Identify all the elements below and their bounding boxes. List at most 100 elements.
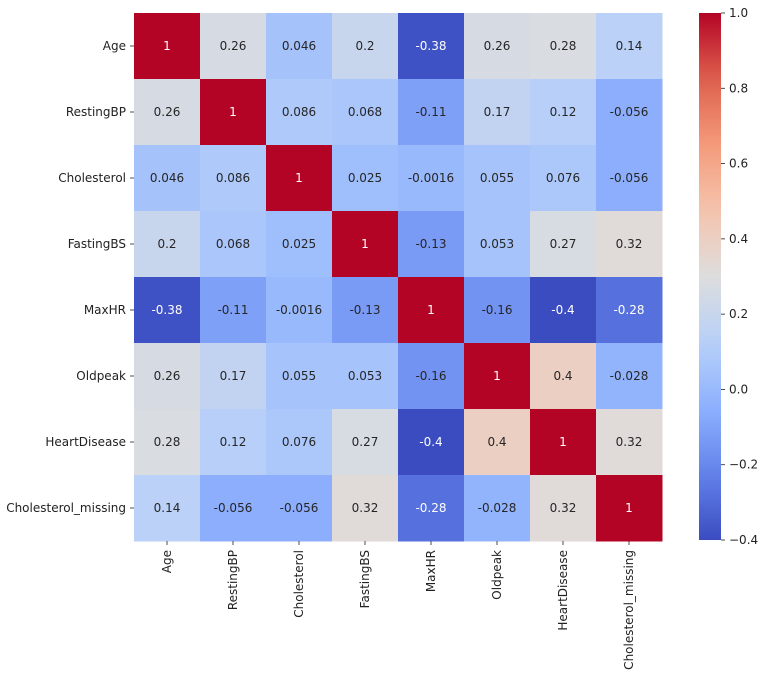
heatmap-cell [596,79,663,146]
heatmap-cell-value: 0.086 [216,171,250,185]
heatmap-cell-value: -0.0016 [408,171,454,185]
row-tick-label: Cholesterol [58,171,126,185]
heatmap-cell [200,277,267,344]
heatmap-cell [464,211,531,278]
heatmap-cell [464,79,531,146]
heatmap-cell-value: 0.28 [154,435,181,449]
heatmap-cell-value: 0.025 [282,237,316,251]
heatmap-cell [332,79,399,146]
heatmap-cell-value: 0.055 [282,369,316,383]
heatmap-cell [200,79,267,146]
column-tick-label: FastingBS [358,550,372,608]
heatmap-cell [332,13,399,80]
heatmap-cell [134,145,201,212]
colorbar-tick-label: 1.0 [729,6,748,20]
heatmap-cell-value: 1 [427,303,435,317]
heatmap-cell [464,475,531,542]
row-tick-label: HeartDisease [45,435,126,449]
row-tick-label: Age [103,39,126,53]
heatmap-cell [332,145,399,212]
heatmap-cell-value: 0.4 [487,435,506,449]
heatmap-cell-value: 0.27 [550,237,577,251]
heatmap-cell-value: 0.068 [348,105,382,119]
heatmap-cell [134,79,201,146]
heatmap-cell [464,13,531,80]
heatmap-cell-value: -0.056 [610,171,649,185]
heatmap-cell-value: -0.056 [610,105,649,119]
heatmap-cell [398,343,465,410]
heatmap-cell [200,145,267,212]
colorbar-tick-label: 0.0 [729,382,748,396]
heatmap-cell [266,13,333,80]
heatmap-cell-value: -0.0016 [276,303,322,317]
heatmap-cell-value: 0.17 [484,105,511,119]
heatmap-cell-value: 0.27 [352,435,379,449]
heatmap-cell-value: 0.28 [550,39,577,53]
heatmap-cell [134,13,201,80]
heatmap-cell [596,145,663,212]
heatmap-cell-value: 0.055 [480,171,514,185]
heatmap-cell-value: 0.17 [220,369,247,383]
colorbar-tick-label: 0.6 [729,157,748,171]
heatmap-cell [266,409,333,476]
heatmap-cell-value: -0.028 [610,369,649,383]
heatmap-cell-value: 0.26 [220,39,247,53]
row-tick-label: MaxHR [84,303,126,317]
heatmap-cell-value: 0.4 [553,369,572,383]
heatmap-cells [134,13,663,542]
row-tick-labels: Age RestingBP Cholesterol FastingBS MaxHR Old… [6,39,134,515]
heatmap-cell-value: 0.076 [282,435,316,449]
heatmap-cell [596,343,663,410]
heatmap-cell-value: 0.2 [157,237,176,251]
heatmap-cell [266,79,333,146]
heatmap-cell [134,475,201,542]
heatmap-cell [530,409,597,476]
heatmap-cell [530,277,597,344]
heatmap-cell [398,475,465,542]
row-tick-label: Oldpeak [76,369,126,383]
heatmap-cell [596,475,663,542]
heatmap-cell-value: 0.068 [216,237,250,251]
heatmap-cell [200,409,267,476]
column-tick-label: Oldpeak [490,550,504,600]
heatmap-cell-value: 0.32 [550,501,577,515]
heatmap-cell-value: 0.32 [352,501,379,515]
heatmap-cell [266,343,333,410]
heatmap-cell-value: -0.028 [478,501,517,515]
heatmap-cell-value: 0.32 [616,435,643,449]
heatmap-cell-value: 0.025 [348,171,382,185]
column-tick-label: RestingBP [226,550,240,610]
heatmap-cell [398,145,465,212]
heatmap-cell-value: -0.4 [419,435,442,449]
heatmap-cell-value: 0.2 [355,39,374,53]
heatmap-cell [266,145,333,212]
heatmap-cell-value: 0.046 [282,39,316,53]
heatmap-cell [530,13,597,80]
heatmap-cell-value: -0.28 [613,303,644,317]
heatmap-cell [266,211,333,278]
colorbar: −0.4 −0.2 0.0 0.2 0.4 0.6 0.8 1.0 [699,6,758,547]
heatmap-cell [398,13,465,80]
heatmap-cell-value: -0.16 [481,303,512,317]
colorbar-tick-label: 0.4 [729,232,748,246]
heatmap-cell [134,277,201,344]
column-tick-label: Cholesterol [292,550,306,618]
heatmap-cell-value: 0.26 [484,39,511,53]
heatmap-cell [464,277,531,344]
heatmap-cell [530,145,597,212]
heatmap-cell [398,211,465,278]
heatmap-cell [596,277,663,344]
heatmap-cell [200,13,267,80]
heatmap-cell-value: -0.13 [349,303,380,317]
heatmap-cell-value: 1 [229,105,237,119]
heatmap-cell [464,145,531,212]
column-tick-label: HeartDisease [556,550,570,631]
colorbar-tick-label: 0.2 [729,307,748,321]
row-tick-label: Cholesterol_missing [6,501,126,515]
heatmap-cell [332,211,399,278]
heatmap-cell [596,13,663,80]
heatmap-cell-value: 0.26 [154,369,181,383]
heatmap-cell [200,343,267,410]
heatmap-cell-value: 1 [295,171,303,185]
